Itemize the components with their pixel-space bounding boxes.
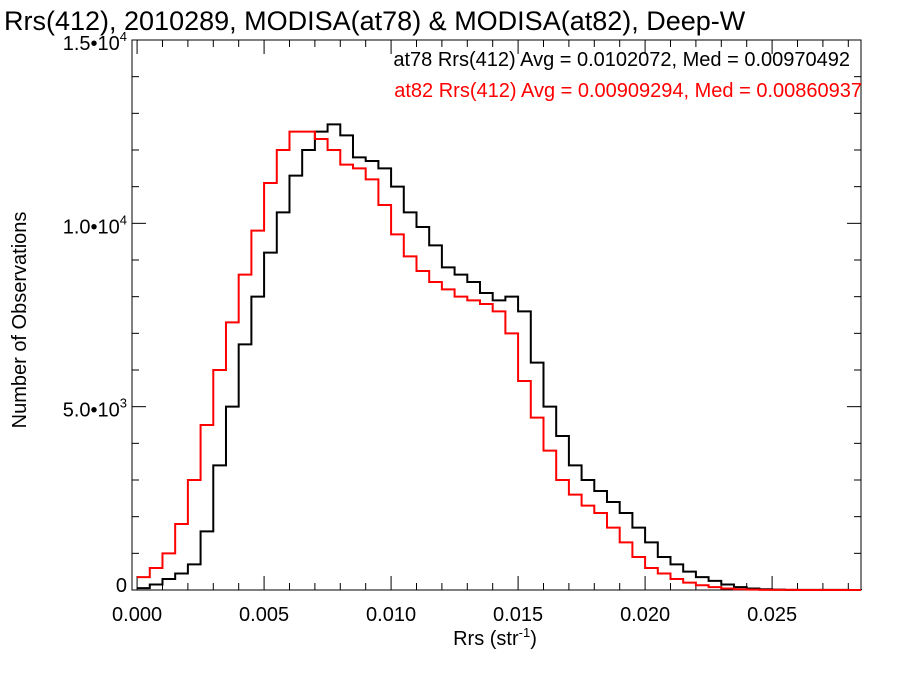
x-tick-labels: 0.000 0.005 0.010 0.015 0.020 0.025 bbox=[112, 604, 797, 626]
x-tick-label: 0.025 bbox=[747, 604, 797, 626]
x-tick-label: 0.010 bbox=[366, 604, 416, 626]
y-axis-label: Number of Observations bbox=[9, 212, 31, 429]
x-axis-label: Rrs (str-1) bbox=[453, 625, 537, 650]
x-tick-label: 0.005 bbox=[239, 604, 289, 626]
y-tick-label: 0 bbox=[116, 575, 127, 597]
plot-frame bbox=[131, 39, 862, 591]
y-tick-label: 5.0•103 bbox=[63, 396, 127, 422]
y-tick-labels: 0 5.0•103 1.0•104 1.5•104 bbox=[63, 29, 127, 597]
x-axis-label-main: Rrs (str bbox=[453, 628, 519, 650]
series-line-at82 bbox=[137, 130, 861, 591]
chart-title: Rrs(412), 2010289, MODISA(at78) & MODISA… bbox=[4, 6, 746, 36]
legend-entry-at78: at78 Rrs(412) Avg = 0.0102072, Med = 0.0… bbox=[393, 49, 850, 71]
legend-entry-at82: at82 Rrs(412) Avg = 0.00909294, Med = 0.… bbox=[394, 80, 862, 102]
series-group bbox=[137, 123, 862, 591]
y-tick-label: 1.5•104 bbox=[63, 29, 127, 55]
x-tick-label: 0.000 bbox=[112, 604, 162, 626]
x-tick-label: 0.020 bbox=[620, 604, 670, 626]
x-tick-label: 0.015 bbox=[493, 604, 543, 626]
series-line-at78 bbox=[137, 123, 862, 591]
x-axis-label-close: ) bbox=[530, 628, 537, 650]
axis-ticks bbox=[132, 39, 861, 591]
x-axis-label-superscript: -1 bbox=[519, 625, 531, 640]
y-tick-label: 1.0•104 bbox=[63, 212, 127, 238]
